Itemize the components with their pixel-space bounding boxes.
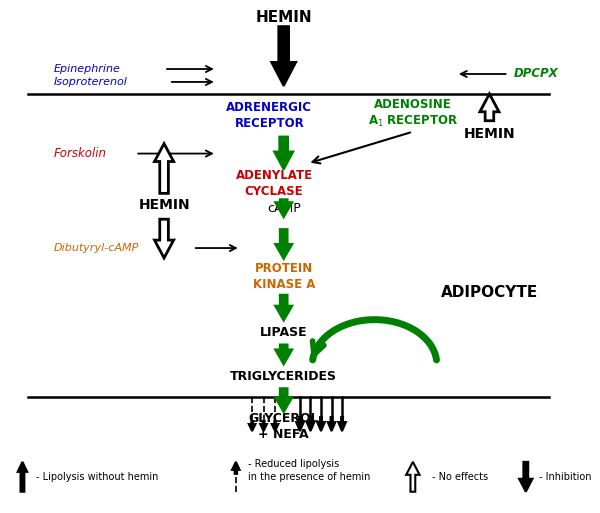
Text: TRIGLYCERIDES: TRIGLYCERIDES xyxy=(230,370,337,383)
Text: HEMIN: HEMIN xyxy=(256,10,312,25)
FancyArrow shape xyxy=(272,421,278,431)
Text: Isoproterenol: Isoproterenol xyxy=(54,77,128,87)
FancyArrow shape xyxy=(275,388,292,412)
Text: LIPASE: LIPASE xyxy=(260,326,308,339)
Text: HEMIN: HEMIN xyxy=(464,127,515,141)
FancyArrow shape xyxy=(296,417,304,431)
FancyArrow shape xyxy=(155,219,173,258)
FancyArrow shape xyxy=(275,295,292,321)
FancyArrow shape xyxy=(17,462,27,492)
Text: in the presence of hemin: in the presence of hemin xyxy=(248,472,371,482)
Text: HEMIN: HEMIN xyxy=(138,199,190,212)
Text: - Inhibition: - Inhibition xyxy=(539,472,592,482)
Text: GLYCEROL
+ NEFA: GLYCEROL + NEFA xyxy=(248,411,319,441)
Text: ADENYLATE
CYCLASE: ADENYLATE CYCLASE xyxy=(236,169,313,198)
FancyArrow shape xyxy=(307,417,314,431)
FancyArrow shape xyxy=(519,462,532,492)
FancyArrow shape xyxy=(480,94,499,121)
Text: Epinephrine: Epinephrine xyxy=(54,64,121,74)
FancyArrow shape xyxy=(406,462,419,492)
FancyArrow shape xyxy=(271,26,296,86)
FancyArrow shape xyxy=(260,421,267,431)
FancyArrow shape xyxy=(328,417,335,431)
Text: - Reduced lipolysis: - Reduced lipolysis xyxy=(248,459,340,469)
Text: - Lipolysis without hemin: - Lipolysis without hemin xyxy=(36,472,158,482)
FancyArrow shape xyxy=(274,136,293,169)
Text: ADENOSINE
A$_1$ RECEPTOR: ADENOSINE A$_1$ RECEPTOR xyxy=(368,98,458,129)
FancyArrow shape xyxy=(338,417,346,431)
FancyArrow shape xyxy=(232,462,239,474)
FancyArrow shape xyxy=(275,345,292,364)
FancyArrow shape xyxy=(275,229,292,259)
FancyArrow shape xyxy=(249,421,256,431)
Text: - No effects: - No effects xyxy=(432,472,488,482)
Text: Forskolin: Forskolin xyxy=(54,147,107,160)
Text: cAMP: cAMP xyxy=(267,202,301,215)
Text: ADRENERGIC
RECEPTOR: ADRENERGIC RECEPTOR xyxy=(226,101,313,130)
Text: DPCPX: DPCPX xyxy=(514,68,558,81)
FancyArrow shape xyxy=(317,417,325,431)
Text: PROTEIN
KINASE A: PROTEIN KINASE A xyxy=(253,262,315,291)
Text: ADIPOCYTE: ADIPOCYTE xyxy=(441,285,538,300)
FancyArrow shape xyxy=(155,144,173,193)
Text: Dibutyryl-cAMP: Dibutyryl-cAMP xyxy=(54,243,139,253)
FancyArrow shape xyxy=(275,200,292,217)
